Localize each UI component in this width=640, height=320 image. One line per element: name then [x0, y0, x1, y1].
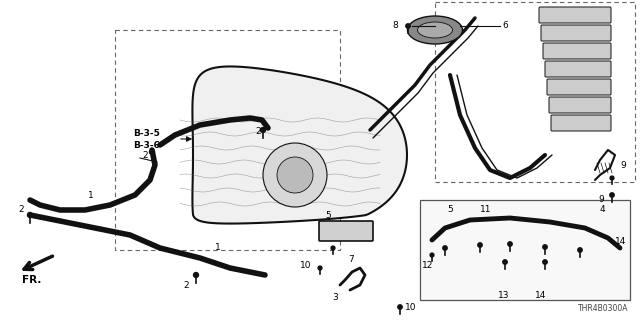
Circle shape [578, 248, 582, 252]
Text: 9: 9 [620, 161, 626, 170]
Text: 8: 8 [392, 21, 397, 30]
Ellipse shape [417, 22, 452, 38]
Bar [435, 2, 635, 182]
Text: 2: 2 [183, 281, 189, 290]
Text: 11: 11 [480, 205, 492, 214]
Text: B-3-6: B-3-6 [133, 141, 160, 150]
Circle shape [543, 260, 547, 264]
Bar [115, 30, 340, 250]
Circle shape [260, 128, 266, 132]
Text: 12: 12 [422, 260, 433, 269]
FancyBboxPatch shape [541, 25, 611, 41]
Circle shape [150, 149, 154, 155]
Text: 2: 2 [142, 150, 148, 159]
FancyBboxPatch shape [551, 115, 611, 131]
Text: 10: 10 [300, 260, 312, 269]
Circle shape [406, 24, 410, 28]
Text: THR4B0300A: THR4B0300A [577, 304, 628, 313]
Circle shape [443, 246, 447, 250]
Circle shape [610, 176, 614, 180]
Text: 14: 14 [615, 237, 627, 246]
Circle shape [28, 212, 33, 218]
Circle shape [318, 266, 322, 270]
Text: 5: 5 [447, 205, 452, 214]
Circle shape [478, 243, 482, 247]
Circle shape [398, 305, 402, 309]
Circle shape [610, 193, 614, 197]
Text: 7: 7 [348, 255, 354, 265]
Text: 1: 1 [215, 244, 221, 252]
Circle shape [263, 143, 327, 207]
FancyBboxPatch shape [547, 79, 611, 95]
Ellipse shape [408, 16, 463, 44]
FancyBboxPatch shape [539, 7, 611, 23]
Text: 5: 5 [325, 211, 331, 220]
Bar [420, 200, 630, 300]
Circle shape [508, 242, 512, 246]
Text: FR.: FR. [22, 275, 42, 285]
Circle shape [331, 246, 335, 250]
Text: 9: 9 [598, 196, 604, 204]
Text: 3: 3 [332, 293, 338, 302]
Text: 10: 10 [405, 303, 417, 313]
Polygon shape [193, 67, 407, 224]
Text: B-3-5: B-3-5 [133, 129, 160, 138]
Text: 2: 2 [255, 127, 260, 137]
Text: 13: 13 [498, 291, 509, 300]
Text: 1: 1 [88, 190, 93, 199]
Circle shape [277, 157, 313, 193]
Circle shape [193, 273, 198, 277]
Text: 2: 2 [18, 205, 24, 214]
FancyBboxPatch shape [549, 97, 611, 113]
Circle shape [503, 260, 507, 264]
Circle shape [430, 253, 434, 257]
Text: 6: 6 [502, 21, 508, 30]
FancyBboxPatch shape [543, 43, 611, 59]
FancyBboxPatch shape [319, 221, 373, 241]
FancyBboxPatch shape [545, 61, 611, 77]
Text: 14: 14 [535, 291, 547, 300]
Circle shape [543, 245, 547, 249]
Text: 4: 4 [600, 205, 605, 214]
